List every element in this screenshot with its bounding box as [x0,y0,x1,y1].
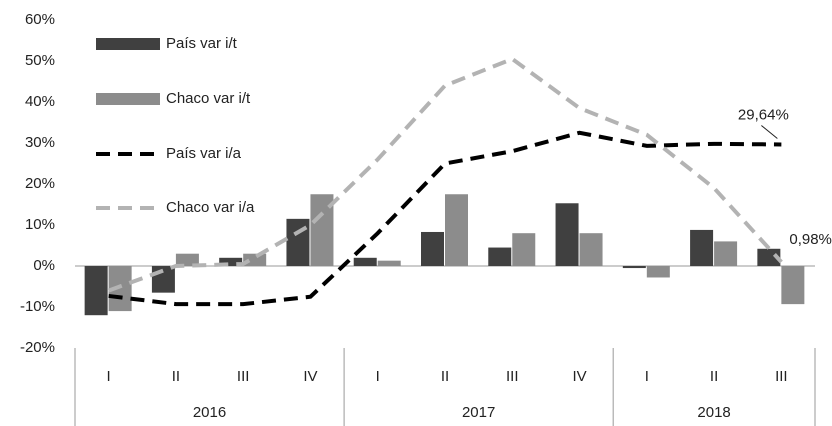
data-label: 0,98% [789,231,832,248]
x-tick-label: III [775,368,788,385]
bar [286,218,310,266]
y-tick-label: 40% [25,93,55,110]
bar [421,231,444,266]
x-tick-label: I [645,368,649,385]
bar [488,247,512,266]
bar [377,260,401,266]
group-label: 2016 [193,404,226,421]
x-tick-label: III [237,368,250,385]
x-tick-label: IV [572,368,586,385]
y-tick-label: -10% [20,298,55,315]
bar [512,233,536,266]
y-tick-label: 60% [25,11,55,28]
legend-swatch [96,93,160,105]
group-label: 2018 [697,404,730,421]
line [108,130,782,307]
bar [622,266,646,269]
y-tick-label: 20% [25,175,55,192]
y-tick-label: 30% [25,134,55,151]
x-tick-label: II [710,368,718,385]
x-tick-label: II [172,368,180,385]
bar [84,266,108,316]
bar [781,266,805,305]
group-label: 2017 [462,404,495,421]
bar [175,253,199,266]
y-tick-label: 0% [33,257,55,274]
bar [151,266,175,293]
bar [219,257,243,266]
bar [445,194,468,266]
x-tick-label: II [441,368,449,385]
legend-label: Chaco var i/t [166,90,251,107]
legend-label: Chaco var i/a [166,199,255,216]
bar [757,248,781,266]
leader-line [761,125,778,139]
x-tick-label: I [107,368,111,385]
bar [353,257,377,266]
bar [690,229,714,266]
bar [646,266,670,278]
x-tick-label: IV [303,368,317,385]
legend-swatch [96,38,160,50]
bar [714,241,738,266]
x-tick-label: III [506,368,519,385]
line [107,56,783,293]
y-tick-label: 10% [25,216,55,233]
x-tick-label: I [376,368,380,385]
y-tick-label: -20% [20,339,55,356]
bar [555,203,579,266]
y-tick-label: 50% [25,52,55,69]
bar [108,266,132,312]
legend-label: País var i/t [166,35,238,52]
bar [579,233,603,266]
data-label: 29,64% [738,106,789,123]
bar [310,194,334,266]
legend-label: País var i/a [166,145,242,162]
